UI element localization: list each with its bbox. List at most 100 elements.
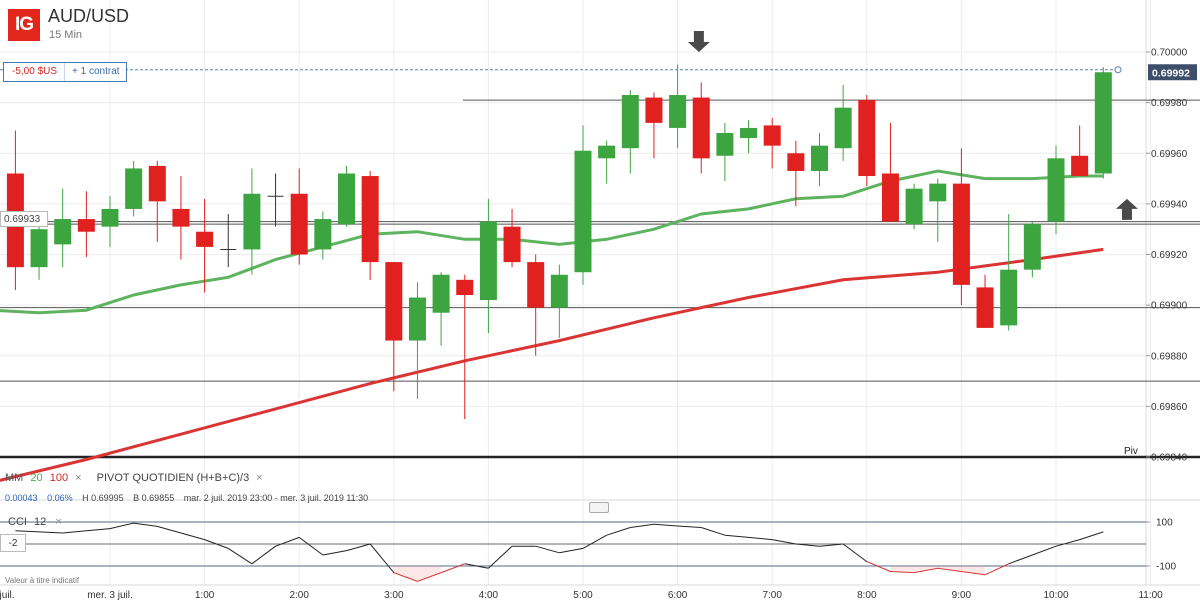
candle-body-up — [338, 173, 355, 225]
cci-segment — [15, 530, 40, 533]
cci-segment — [795, 543, 820, 547]
pivot-tag: Piv — [1124, 446, 1138, 457]
candle-body-up — [574, 150, 592, 273]
current-price-tag — [1148, 64, 1197, 81]
instrument-symbol[interactable]: AUD/USD — [48, 6, 130, 26]
candle-body-down — [881, 173, 899, 222]
candle-body-down — [172, 208, 190, 227]
x-tick-label: mar. 2 juil. — [0, 590, 15, 601]
current-price-label: 0.69992 — [1152, 67, 1190, 79]
ma-label[interactable]: MM — [5, 472, 24, 484]
pane-resize-handle-icon[interactable] — [589, 502, 609, 513]
cci-segment — [559, 547, 584, 554]
cci-segment — [39, 531, 63, 534]
cci-segment — [322, 550, 347, 556]
cci-remove-icon[interactable]: × — [55, 516, 62, 528]
cci-segment — [1008, 554, 1033, 565]
candle-body-down — [763, 125, 781, 146]
cci-segment — [62, 530, 87, 534]
pivot-remove-icon[interactable]: × — [256, 472, 263, 484]
cci-segment — [937, 567, 962, 572]
ma100-label[interactable]: 100 — [49, 472, 69, 484]
cci-segment — [1032, 545, 1057, 556]
ma20-line — [0, 169, 1104, 315]
candle-body-down — [645, 97, 663, 123]
y-tick-label: 0.69980 — [1151, 98, 1188, 109]
candle-body-down — [952, 183, 970, 285]
stat-high: H 0.69995 — [82, 493, 124, 503]
candle-body-down — [858, 100, 876, 177]
cci-segment — [984, 563, 1009, 576]
position-ticket[interactable]: -5,00 $US + 1 contrat — [3, 62, 127, 82]
candle-body-up — [716, 133, 734, 156]
pivot-label[interactable]: PIVOT QUOTIDIEN (H+B+C)/3 — [96, 472, 250, 484]
cci-segment — [819, 543, 844, 547]
candle-body-down — [290, 193, 308, 255]
candle-body-down — [148, 165, 166, 202]
candle-body-up — [1094, 72, 1112, 174]
candle-body-down — [1071, 155, 1089, 177]
x-tick-label: 3:00 — [384, 590, 404, 601]
cci-segment — [890, 571, 915, 574]
cci-tick-label: 100 — [1156, 518, 1173, 529]
x-tick-label: 1:00 — [195, 590, 215, 601]
candle-body-down — [196, 231, 214, 247]
candle-body-down — [385, 262, 403, 341]
cci-segment — [275, 536, 300, 547]
stat-low: B 0.69855 — [133, 493, 175, 503]
cci-segment — [724, 534, 749, 538]
cci-segment — [251, 545, 276, 565]
ma-remove-icon[interactable]: × — [75, 472, 82, 484]
candle-body-up — [1000, 269, 1018, 326]
ma20-label[interactable]: 20 — [30, 472, 43, 484]
cci-segment — [1079, 531, 1104, 541]
candle-body-down — [692, 97, 710, 159]
disclaimer: Valeur à titre indicatif — [5, 576, 80, 585]
candle-body-up — [550, 274, 568, 308]
y-tick-label: 0.70000 — [1151, 48, 1188, 59]
cci-segment — [677, 525, 702, 528]
cci-segment — [772, 539, 796, 545]
x-tick-label: 11:00 — [1138, 590, 1163, 601]
candle-body-down — [503, 226, 521, 263]
position-handle — [1114, 66, 1122, 74]
candle-body-up — [669, 95, 687, 128]
cci-segment — [133, 522, 158, 527]
cci-segment — [535, 545, 560, 554]
cci-segment — [440, 563, 465, 574]
ig-logo: IG — [8, 9, 40, 41]
candle-body-up — [54, 219, 72, 245]
cci-segment — [914, 567, 938, 574]
candle-body-up — [125, 168, 143, 209]
cci-segment — [606, 527, 631, 536]
y-tick-label: 0.69920 — [1151, 250, 1188, 261]
cci-segment — [701, 527, 726, 536]
ma100-line — [0, 247, 1104, 482]
cci-segment — [204, 539, 229, 549]
stat-change-pct: 0.06% — [47, 493, 73, 503]
cci-name[interactable]: CCI — [8, 516, 27, 528]
candle-body-down — [361, 176, 379, 263]
y-tick-label: 0.69840 — [1151, 453, 1188, 464]
y-tick-label: 0.69860 — [1151, 402, 1188, 413]
cci-segment — [653, 523, 678, 527]
candle-body-up — [101, 208, 119, 227]
cci-segment — [369, 543, 395, 573]
indicator-legend: MM 20 100 × PIVOT QUOTIDIEN (H+B+C)/3 × — [5, 472, 267, 484]
cci-segment — [86, 528, 111, 532]
cci-oversold-fill — [393, 566, 442, 582]
cci-segment — [346, 543, 371, 552]
cci-period[interactable]: 12 — [34, 516, 47, 528]
x-tick-label: 9:00 — [952, 590, 972, 601]
position-contracts: + 1 contrat — [72, 66, 120, 77]
timeframe-label[interactable]: 15 Min — [49, 29, 83, 41]
x-tick-label: 8:00 — [857, 590, 877, 601]
candle-body-up — [432, 274, 450, 313]
candle-body-up — [811, 145, 828, 171]
down-arrow-icon — [687, 30, 710, 52]
cci-segment — [488, 545, 513, 569]
candle-body-up — [1047, 158, 1065, 222]
cci-segment — [298, 536, 324, 556]
x-tick-label: 6:00 — [668, 590, 688, 601]
